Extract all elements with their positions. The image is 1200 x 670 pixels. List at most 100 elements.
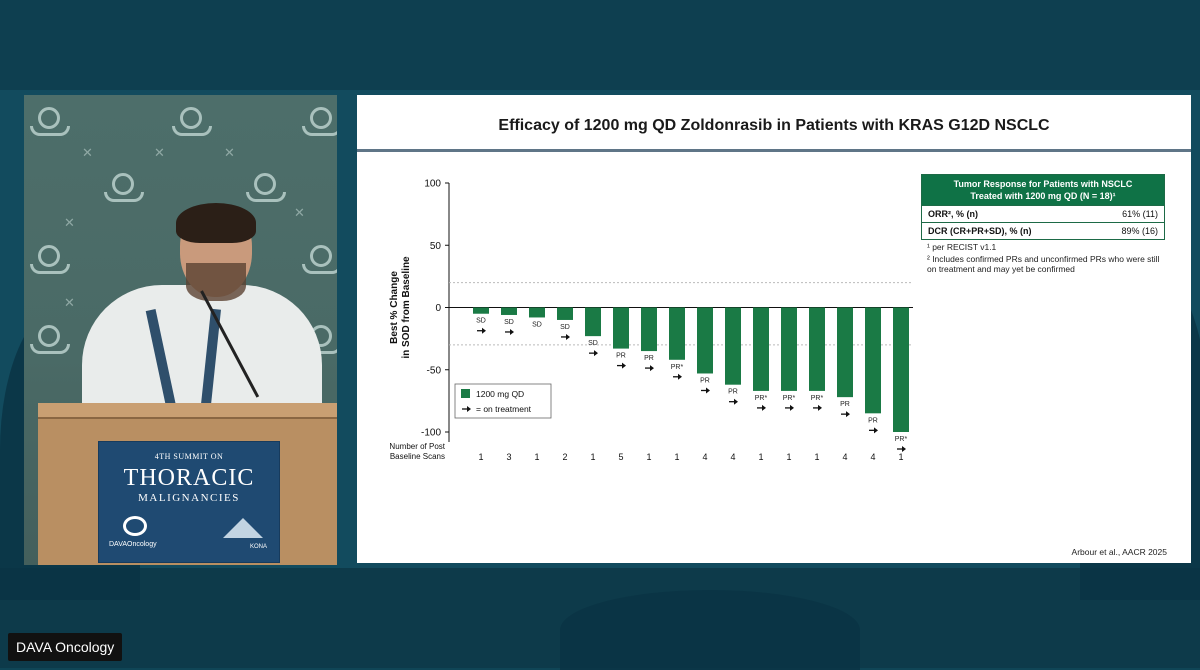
dava-logo-pattern	[30, 107, 70, 137]
bar	[725, 307, 741, 385]
speaker-hair	[176, 203, 256, 243]
treatment-arrow-head-icon	[510, 328, 514, 335]
y-tick-label: 50	[430, 241, 442, 252]
footnotes: ¹ per RECIST v1.1 ² Includes confirmed P…	[927, 242, 1167, 276]
scan-count: 4	[870, 452, 875, 462]
waterfall-chart: Best % Changein SOD from Baseline 100 50 0…	[389, 179, 913, 462]
y-axis-label: Best % Changein SOD from Baseline	[389, 256, 412, 359]
treatment-arrow-head-icon	[622, 362, 626, 369]
bar	[697, 307, 713, 374]
row-label: DCR (CR+PR+SD), % (n)	[928, 226, 1032, 236]
speaker-beard	[186, 263, 246, 301]
table-header: Tumor Response for Patients with NSCLC T…	[922, 175, 1164, 205]
treatment-arrow-head-icon	[566, 333, 570, 340]
brand-label: DAVA Oncology	[8, 633, 123, 661]
response-label: PR	[644, 355, 654, 362]
pattern-x-icon: ✕	[64, 295, 75, 310]
bar	[613, 307, 629, 349]
scans-label: Baseline Scans	[390, 452, 445, 461]
response-label: PR*	[811, 395, 824, 402]
y-axis-label-line: in SOD from Baseline	[401, 256, 412, 359]
footnote: ² Includes confirmed PRs and unconfirmed…	[927, 254, 1160, 274]
response-label: SD	[560, 324, 570, 331]
y-tick-label: -50	[427, 365, 442, 376]
bar	[585, 307, 601, 337]
podium-top	[38, 403, 337, 419]
podium-logo-right: KONA	[249, 544, 267, 550]
scan-count: 1	[674, 452, 679, 462]
treatment-arrow-head-icon	[846, 411, 850, 418]
podium-line2: THORACIC	[123, 465, 255, 491]
table-header-line2: Treated with 1200 mg QD (N = 18)¹	[970, 191, 1116, 201]
dava-logo-pattern	[246, 173, 286, 203]
treatment-arrow-head-icon	[482, 327, 486, 334]
response-label: PR*	[755, 395, 768, 402]
background-top	[0, 0, 1200, 90]
dava-logo-pattern	[30, 245, 70, 275]
scan-count: 4	[842, 452, 847, 462]
bar	[893, 307, 909, 432]
scan-count: 4	[730, 452, 735, 462]
y-tick-label: 0	[435, 303, 441, 314]
bar	[753, 307, 769, 391]
podium-line1: 4TH SUMMIT ON	[154, 452, 224, 461]
dava-logo-pattern	[172, 107, 212, 137]
bar	[781, 307, 797, 391]
response-label: PR	[868, 417, 878, 424]
treatment-arrow-head-icon	[706, 387, 710, 394]
response-label: PR*	[895, 436, 908, 443]
response-label: PR	[728, 389, 738, 396]
pattern-x-icon: ✕	[294, 205, 305, 220]
scan-count: 1	[814, 452, 819, 462]
podium-logo-left: DAVAOncology	[109, 541, 157, 548]
slide-title: Efficacy of 1200 mg QD Zoldonrasib in Pa…	[498, 117, 1050, 134]
scan-count: 3	[506, 452, 511, 462]
scan-count: 1	[478, 452, 483, 462]
dava-logo-pattern	[104, 173, 144, 203]
title-divider	[357, 149, 1191, 152]
bar	[837, 307, 853, 398]
pattern-x-icon: ✕	[224, 145, 235, 160]
podium-sign: 4TH SUMMIT ON THORACIC MALIGNANCIES DAVA…	[98, 441, 280, 563]
bars	[473, 307, 909, 432]
scan-count: 1	[898, 452, 903, 462]
scans-label: Number of Post	[389, 442, 445, 451]
treatment-arrow-head-icon	[594, 350, 598, 357]
legend-box	[454, 383, 552, 419]
pattern-x-icon: ✕	[154, 145, 165, 160]
y-tick-label: 100	[424, 179, 441, 190]
table-row: DCR (CR+PR+SD), % (n) 89% (16)	[922, 222, 1164, 239]
treatment-arrow-head-icon	[650, 365, 654, 372]
treatment-arrow-head-icon	[818, 404, 822, 411]
treatment-arrow-head-icon	[902, 446, 906, 452]
response-label: SD	[476, 318, 486, 325]
y-axis-label-line: Best % Change	[389, 271, 400, 344]
treatment-arrow-head-icon	[678, 373, 682, 380]
scan-count: 1	[646, 452, 651, 462]
legend: 1200 mg QD = on treatment	[454, 383, 552, 419]
scan-count: 1	[534, 452, 539, 462]
dava-logo-pattern	[30, 325, 70, 355]
pattern-x-icon: ✕	[82, 145, 93, 160]
table-header-line1: Tumor Response for Patients with NSCLC	[953, 179, 1133, 189]
scan-count: 5	[618, 452, 623, 462]
presentation-slide: Efficacy of 1200 mg QD Zoldonrasib in Pa…	[357, 95, 1191, 563]
dava-logo-pattern	[302, 107, 337, 137]
pattern-x-icon: ✕	[64, 215, 75, 230]
response-label: PR	[840, 401, 850, 408]
response-label: SD	[532, 321, 542, 328]
response-label: PR	[616, 353, 626, 360]
treatment-arrow-head-icon	[762, 404, 766, 411]
podium-line3: MALIGNANCIES	[138, 492, 240, 504]
hill-silhouette	[560, 590, 860, 670]
bar	[669, 307, 685, 360]
treatment-arrow-head-icon	[467, 406, 471, 412]
response-label: PR*	[783, 395, 796, 402]
scan-count: 1	[590, 452, 595, 462]
scan-count: 1	[786, 452, 791, 462]
tumor-response-table: Tumor Response for Patients with NSCLC T…	[921, 174, 1165, 240]
legend-label: = on treatment	[476, 404, 532, 414]
kona-mountain-icon	[223, 518, 263, 538]
bar	[641, 307, 657, 352]
scan-count: 4	[702, 452, 707, 462]
